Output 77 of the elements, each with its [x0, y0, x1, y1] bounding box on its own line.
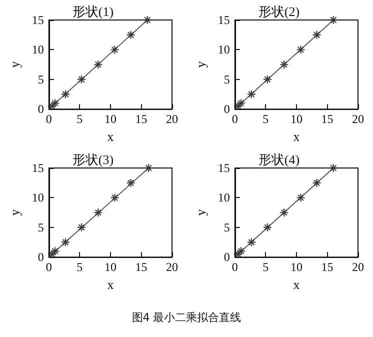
- x-tick-label: 5: [76, 112, 83, 126]
- point: [110, 193, 120, 202]
- point: [94, 208, 103, 218]
- point: [328, 163, 338, 173]
- y-axis-title: y: [193, 60, 208, 68]
- x-axis-title: x: [107, 277, 114, 292]
- x-tick-label: 5: [262, 112, 269, 126]
- point: [328, 15, 338, 25]
- point: [236, 246, 246, 256]
- point: [60, 90, 70, 99]
- y-tick-label: 10: [218, 42, 230, 57]
- x-axis-title: x: [293, 277, 300, 292]
- chart-title: 形状(3): [72, 152, 114, 167]
- x-tick-label: 15: [135, 112, 148, 126]
- x-tick-label: 20: [352, 260, 364, 274]
- y-tick-label: 15: [218, 161, 230, 175]
- point: [312, 178, 322, 188]
- x-tick-label: 15: [321, 112, 334, 126]
- point: [76, 222, 86, 232]
- y-tick-label: 15: [32, 13, 44, 27]
- point: [246, 238, 256, 247]
- point: [47, 250, 57, 259]
- x-tick-label: 15: [321, 260, 334, 274]
- y-tick-label: 5: [38, 220, 44, 234]
- chart-title: 形状(1): [72, 4, 114, 19]
- point: [50, 246, 60, 256]
- point: [110, 45, 120, 54]
- y-axis-title: y: [193, 208, 208, 216]
- point: [47, 102, 57, 111]
- y-tick-label: 0: [224, 250, 230, 264]
- x-tick-label: 20: [166, 260, 178, 274]
- point: [246, 90, 256, 99]
- point: [50, 98, 60, 108]
- x-tick-label: 20: [352, 112, 364, 126]
- chart-title: 形状(4): [258, 152, 300, 167]
- y-tick-label: 10: [32, 42, 44, 57]
- y-tick-label: 15: [218, 13, 230, 27]
- chart-title: 形状(2): [258, 4, 300, 19]
- y-tick-label: 0: [224, 102, 230, 116]
- x-tick-label: 5: [262, 260, 269, 274]
- y-tick-label: 0: [38, 102, 44, 116]
- point: [126, 30, 136, 40]
- point: [142, 15, 152, 25]
- point: [280, 208, 289, 218]
- point: [233, 250, 243, 259]
- point: [144, 163, 154, 173]
- point: [312, 30, 322, 40]
- y-tick-label: 15: [32, 161, 44, 175]
- point: [296, 193, 306, 202]
- x-axis-title: x: [107, 129, 114, 144]
- y-tick-label: 5: [224, 72, 230, 86]
- point: [262, 74, 272, 84]
- point: [262, 222, 272, 232]
- point: [60, 238, 70, 247]
- caption: 图4 最小二乘拟合直线: [130, 310, 242, 325]
- point: [236, 98, 246, 108]
- point: [296, 45, 306, 54]
- x-tick-label: 20: [166, 112, 178, 126]
- x-tick-label: 10: [104, 260, 116, 274]
- y-tick-label: 5: [224, 220, 230, 234]
- y-tick-label: 10: [218, 190, 230, 205]
- point: [76, 74, 86, 84]
- x-axis-title: x: [293, 129, 300, 144]
- x-tick-label: 5: [76, 260, 83, 274]
- x-tick-label: 10: [290, 112, 302, 126]
- point: [126, 178, 136, 188]
- point: [94, 60, 103, 70]
- point: [233, 102, 243, 111]
- y-axis-title: y: [7, 208, 22, 216]
- y-axis-title: y: [7, 60, 22, 68]
- x-tick-label: 10: [290, 260, 302, 274]
- x-tick-label: 10: [104, 112, 116, 126]
- y-tick-label: 0: [38, 250, 44, 264]
- y-tick-label: 5: [38, 72, 44, 86]
- x-tick-label: 15: [135, 260, 148, 274]
- point: [280, 60, 289, 70]
- y-tick-label: 10: [32, 190, 44, 205]
